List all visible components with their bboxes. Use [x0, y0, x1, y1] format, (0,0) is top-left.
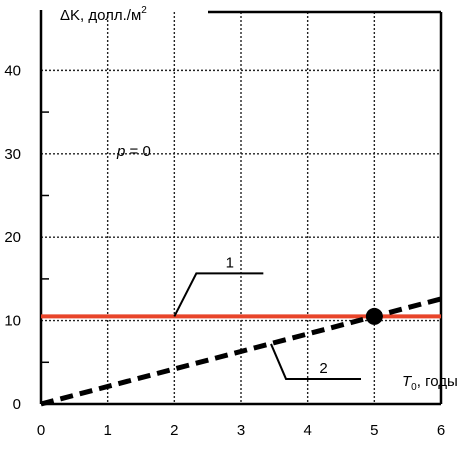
annotation-var: p [116, 143, 125, 160]
x-axis-label: T0, годы [402, 373, 458, 393]
y-axis-label: ΔK, долл./м2 [60, 5, 147, 24]
axes [39, 10, 443, 406]
x-axis-label-main: T [402, 373, 413, 390]
x-tick-label: 4 [303, 422, 311, 439]
annotation-rest: = 0 [125, 143, 150, 160]
x-tick-label: 0 [37, 422, 45, 439]
leader-line-2 [270, 343, 361, 380]
y-tick-label: 40 [4, 62, 21, 79]
y-axis-label-sup: 2 [141, 5, 147, 16]
series-label-2: 2 [319, 360, 327, 377]
y-tick-label: 20 [4, 229, 21, 246]
leader-line-1 [173, 272, 264, 317]
y-tick-label: 0 [13, 396, 21, 413]
x-tick-label: 3 [237, 422, 245, 439]
intersection-point [365, 307, 383, 325]
x-tick-label: 6 [437, 422, 445, 439]
annotation-p: p = 0 [116, 143, 151, 160]
x-tick-label: 5 [370, 422, 378, 439]
x-tick-label: 2 [170, 422, 178, 439]
x-axis-label-sub: 0 [411, 382, 417, 393]
x-tick-label: 1 [103, 422, 111, 439]
series-layer: 12 [40, 254, 442, 407]
y-tick-label: 30 [4, 146, 21, 163]
grid [41, 12, 442, 404]
y-axis-label-main: ΔK, долл./м [60, 7, 141, 24]
x-axis-label-rest: , годы [417, 373, 458, 390]
y-tick-label: 10 [4, 313, 21, 330]
series-label-1: 1 [226, 254, 234, 271]
